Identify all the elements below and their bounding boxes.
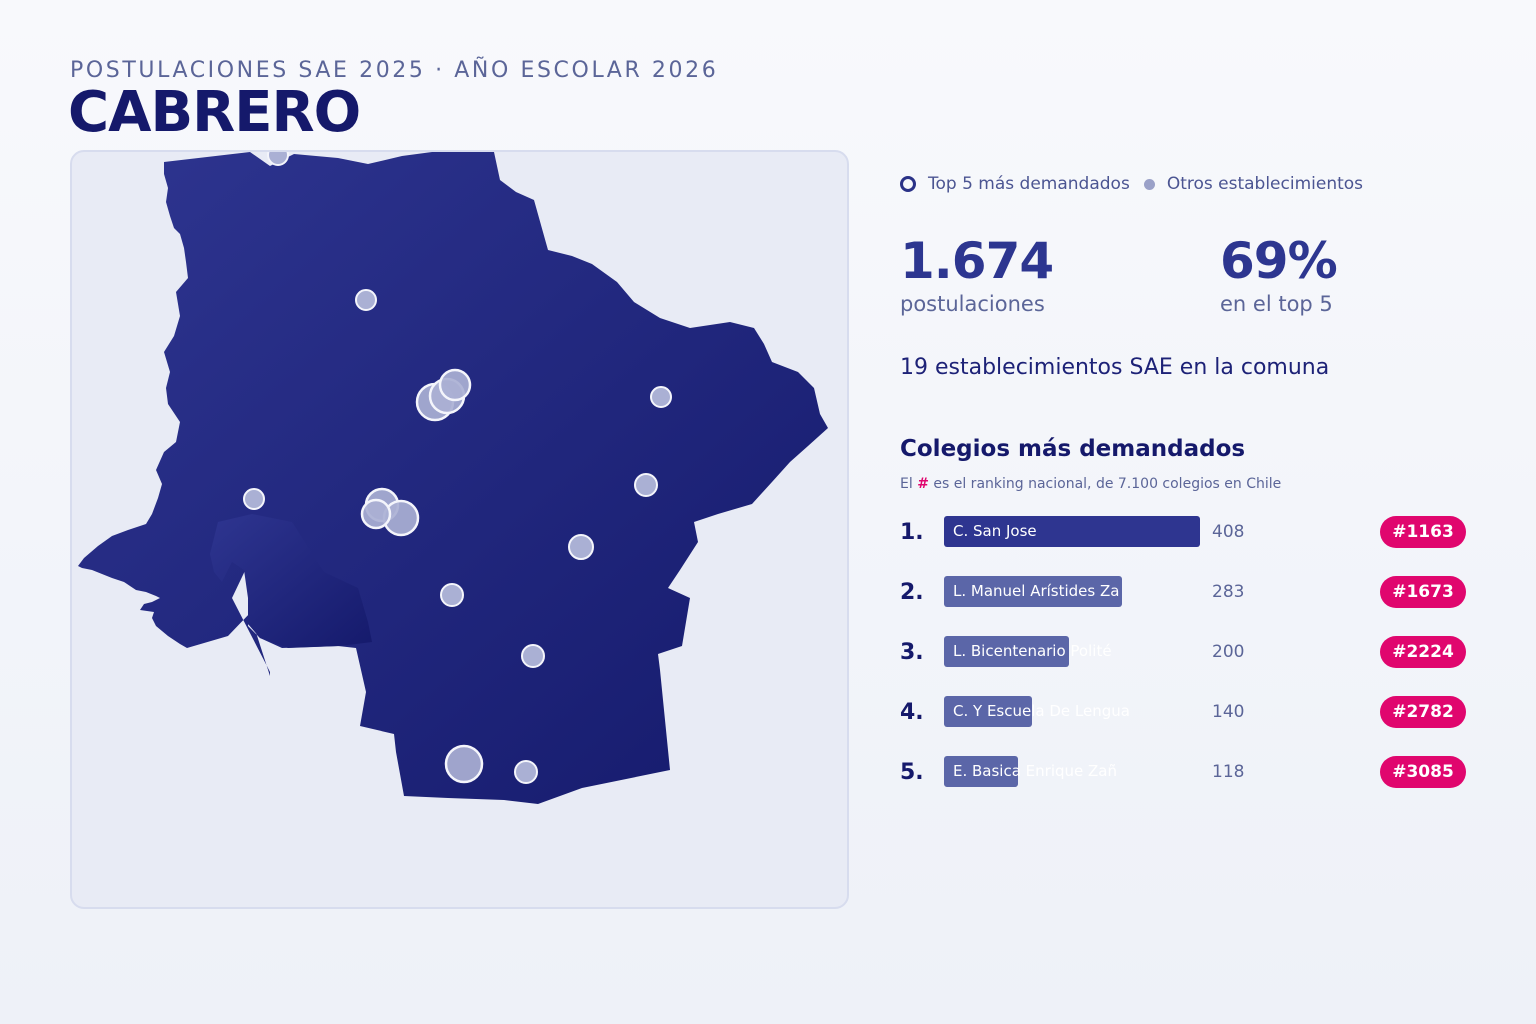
school-marker (355, 289, 377, 311)
ranking-title: Colegios más demandados (900, 436, 1246, 462)
school-marker (568, 534, 594, 560)
commune-shape (78, 152, 828, 804)
commune-shape-southwest (210, 514, 372, 648)
school-marker (243, 488, 265, 510)
ranking-row: 2. L. Manuel Arístides Za 283 #1673 (0, 576, 1536, 616)
applications-label: postulaciones (900, 292, 1045, 316)
national-rank-badge: #1163 (1380, 516, 1466, 548)
legend-top5-label: Top 5 más demandados (928, 174, 1130, 194)
applications-bar (944, 576, 1122, 607)
school-marker (650, 386, 672, 408)
ranking-row: 3. L. Bicentenario Polité 200 #2224 (0, 636, 1536, 676)
rank-number: 2. (900, 580, 924, 605)
school-marker (267, 152, 289, 166)
page-kicker: POSTULACIONES SAE 2025 · AÑO ESCOLAR 202… (70, 58, 719, 83)
applications-bar (944, 516, 1200, 547)
top5-school-marker (438, 368, 472, 402)
legend-others-label: Otros establecimientos (1166, 174, 1364, 194)
applications-count: 408 (1212, 522, 1245, 542)
page-title: CABRERO (68, 80, 361, 145)
others-dot-icon (1143, 178, 1155, 190)
map-legend: Top 5 más demandados Otros establecimien… (900, 174, 1363, 194)
national-rank-badge: #2224 (1380, 636, 1466, 668)
applications-bar (944, 756, 1018, 787)
school-marker (634, 473, 658, 497)
national-rank-badge: #2782 (1380, 696, 1466, 728)
school-marker (521, 644, 545, 668)
school-marker (514, 760, 538, 784)
rank-number: 5. (900, 760, 924, 785)
top5-school-marker (444, 744, 484, 784)
school-name: E. Basica Enrique Zañ (953, 762, 1118, 780)
top5-share-value: 69% (1220, 232, 1338, 290)
ranking-row: 4. C. Y Escuela De Lengua 140 #2782 (0, 696, 1536, 736)
applications-bar (944, 696, 1032, 727)
applications-count: 140 (1212, 702, 1245, 722)
ranking-row: 1. C. San Jose 408 #1163 (0, 516, 1536, 556)
establishments-count: 19 establecimientos SAE en la comuna (900, 355, 1330, 380)
applications-count: 283 (1212, 582, 1245, 602)
top5-school-marker (360, 498, 392, 530)
top5-share-label: en el top 5 (1220, 292, 1333, 316)
school-name: L. Bicentenario Polité (953, 642, 1112, 660)
rank-number: 4. (900, 700, 924, 725)
top5-ring-icon (900, 176, 916, 192)
ranking-note-hash: # (917, 476, 929, 492)
applications-count: 118 (1212, 762, 1245, 782)
commune-map-svg (78, 152, 828, 804)
school-name: L. Manuel Arístides Za (953, 582, 1120, 600)
school-marker (440, 583, 464, 607)
applications-bar (944, 636, 1069, 667)
applications-count: 200 (1212, 642, 1245, 662)
ranking-row: 5. E. Basica Enrique Zañ 118 #3085 (0, 756, 1536, 796)
rank-number: 1. (900, 520, 924, 545)
ranking-note-suffix: es el ranking nacional, de 7.100 colegio… (928, 476, 1282, 492)
school-name: C. San Jose (953, 522, 1037, 540)
national-rank-badge: #1673 (1380, 576, 1466, 608)
ranking-note-prefix: El (900, 476, 918, 492)
ranking-note: El # es el ranking nacional, de 7.100 co… (900, 476, 1281, 492)
national-rank-badge: #3085 (1380, 756, 1466, 788)
school-name: C. Y Escuela De Lengua (953, 702, 1130, 720)
commune-map (70, 150, 849, 909)
school-markers (243, 152, 672, 784)
applications-value: 1.674 (900, 232, 1054, 290)
rank-number: 3. (900, 640, 924, 665)
